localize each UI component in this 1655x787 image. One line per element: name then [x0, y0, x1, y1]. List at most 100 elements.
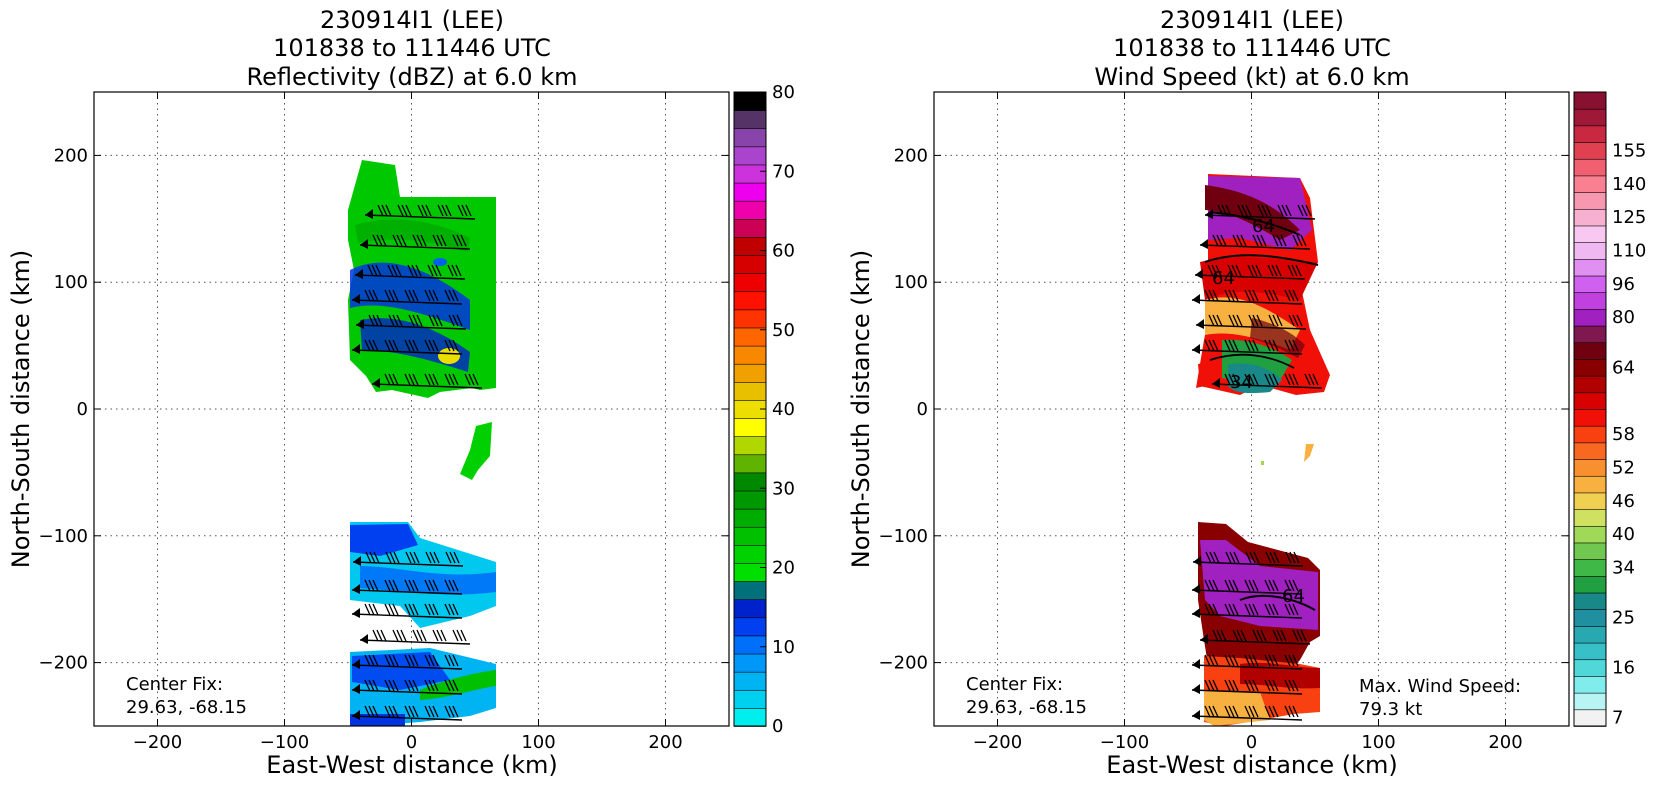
colorbar-band: [733, 236, 767, 256]
colorbar-band: [1573, 125, 1607, 143]
colorbar-band: [1573, 375, 1607, 394]
wind-barb-feathers: [452, 629, 467, 642]
colorbar-band: [733, 309, 767, 329]
colorbar-band: [733, 345, 767, 365]
center-fix-value: 29.63, -68.15: [966, 697, 1087, 718]
x-tick-label: −100: [260, 732, 309, 753]
wind-barb-feathers: [1204, 339, 1219, 352]
colorbar-tick-label: 155: [1612, 140, 1646, 161]
chart-title-line-1: 230914I1 (LEE): [320, 6, 504, 34]
wind-barb-feathers: [365, 551, 380, 564]
colorbar-band: [733, 164, 767, 184]
wind-barb-flag: [1200, 634, 1208, 644]
colorbar-band: [1573, 175, 1607, 193]
wind-barb-feathers: [1208, 314, 1223, 327]
max-wind-value: 79.3 kt: [1359, 699, 1422, 720]
wind-barb-feathers: [1272, 629, 1287, 642]
wind-barb-feathers: [1225, 551, 1240, 564]
wind-barb-feathers: [427, 264, 442, 277]
wind-barb-feathers: [444, 679, 459, 692]
colorbar-band: [1573, 425, 1607, 444]
wind-barb-feathers: [364, 654, 379, 667]
wind-barb-feathers: [464, 373, 479, 386]
wind-barb-feathers: [1284, 339, 1299, 352]
colorbar-tick-label: 10: [772, 637, 795, 658]
colorbar-tick-label: 46: [1612, 491, 1635, 512]
wind-barb-feathers: [1268, 314, 1283, 327]
colorbar-band: [733, 617, 767, 637]
colorbar-band: [733, 218, 767, 238]
wind-barb-feathers: [392, 629, 407, 642]
wind-barb-feathers: [368, 314, 383, 327]
wind-barb-feathers: [1285, 551, 1300, 564]
wind-barb-feathers: [447, 264, 462, 277]
wind-barb-feathers: [1212, 234, 1227, 247]
axis-ticks: −200 −100 0 100 200 −200 −100 0 100 200: [39, 92, 729, 753]
y-tick-label: −100: [39, 526, 88, 547]
wind-barb-feathers: [1224, 339, 1239, 352]
colorbar-band: [1573, 191, 1607, 210]
wind-barb-feathers: [1284, 654, 1299, 667]
colorbar-band: [733, 91, 767, 111]
wind-barb-feathers: [1224, 579, 1239, 592]
wind-barb-feathers: [424, 339, 439, 352]
colorbar-band: [1573, 225, 1607, 243]
colorbar-band: [1573, 442, 1607, 460]
wind-barb-feathers: [1232, 234, 1247, 247]
wind-barb-feathers: [364, 289, 379, 302]
wind-barb-feathers: [1264, 705, 1279, 718]
colorbar-band: [733, 671, 767, 691]
colorbar-frame: [1573, 91, 1607, 727]
wind-barb-feathers: [1287, 264, 1302, 277]
contour-lines: [1204, 211, 1319, 611]
wind-barb-flag: [1192, 294, 1200, 304]
wind-barb-feathers: [407, 264, 422, 277]
wind-barb-flag: [372, 378, 380, 388]
wind-barb-feathers: [1227, 264, 1242, 277]
wind-barb-feathers: [1245, 551, 1260, 564]
wind-barb-feathers: [372, 234, 387, 247]
wind-barb-feathers: [424, 705, 439, 718]
wind-barb-feathers: [444, 579, 459, 592]
wind-barb-feathers: [364, 339, 379, 352]
wind-barb-flag: [1195, 269, 1203, 279]
colorbar-band: [1573, 408, 1607, 427]
chart-title-line-3: Reflectivity (dBZ) at 6.0 km: [247, 63, 578, 91]
wind-barb-flag: [1212, 378, 1220, 388]
wind-barb-feathers: [424, 679, 439, 692]
wind-barb-flag: [352, 659, 360, 669]
wind-barb-flag: [1193, 556, 1201, 566]
wind-barb-feathers: [384, 289, 399, 302]
colorbar-band: [1573, 275, 1607, 294]
wind-barb-feathers: [1244, 679, 1259, 692]
colorbar-tick-label: 58: [1612, 424, 1635, 445]
colorbar-tick-label: 125: [1612, 207, 1646, 228]
colorbar-band: [1573, 692, 1607, 711]
wind-barb-feathers: [1252, 629, 1267, 642]
axis-ticks: −200 −100 0 100 200 −200 −100 0 100 200: [879, 92, 1569, 753]
wind-barbs: [351, 204, 483, 721]
wind-barb-feathers: [412, 629, 427, 642]
wind-barb-feathers: [417, 204, 432, 217]
wind-barb-feathers: [1244, 579, 1259, 592]
contour-label: 64: [1252, 216, 1275, 237]
wind-barb-flag: [356, 319, 364, 329]
colorbar-band: [1573, 475, 1607, 494]
colorbar-tick-label: 52: [1612, 457, 1635, 478]
x-tick-label: 100: [1361, 732, 1395, 753]
x-tick-label: 0: [1246, 732, 1257, 753]
wind-barb-feathers: [387, 264, 402, 277]
colorbar-band: [733, 490, 767, 510]
wind-barb-feathers: [404, 339, 419, 352]
center-fix-value: 29.63, -68.15: [126, 697, 247, 718]
colorbar-band: [733, 635, 767, 655]
colorbar-band: [1573, 158, 1607, 177]
colorbar-band: [1573, 141, 1607, 160]
y-tick-label: 0: [917, 399, 928, 420]
colorbar-band: [1573, 492, 1607, 510]
wind-barb-feathers: [1288, 314, 1303, 327]
colorbar-band: [733, 689, 767, 709]
wind-barb-feathers: [1204, 603, 1219, 616]
wind-barb-flag: [352, 294, 360, 304]
colorbar-band: [1573, 458, 1607, 477]
